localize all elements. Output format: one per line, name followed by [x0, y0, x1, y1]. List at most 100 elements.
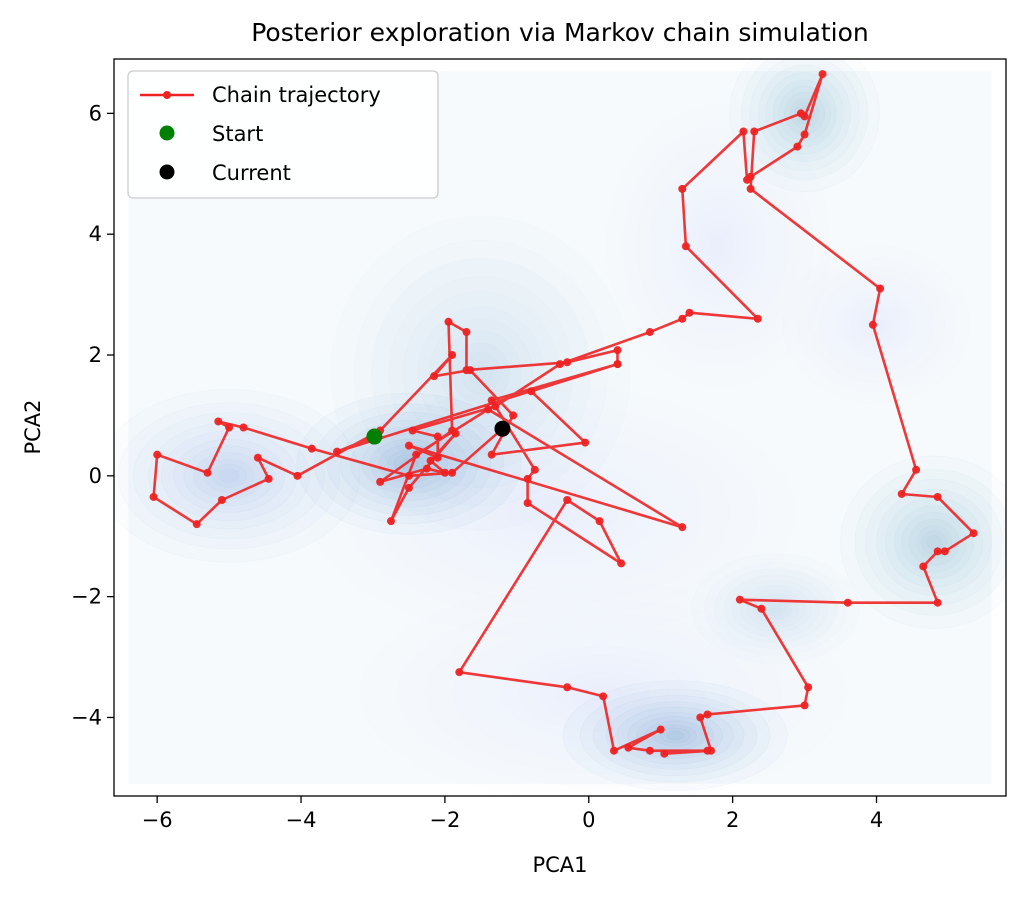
- current-marker: [494, 420, 511, 437]
- trajectory-point: [563, 683, 572, 692]
- density-contour: [901, 512, 967, 573]
- density-contour: [326, 411, 492, 516]
- density-contour: [296, 392, 522, 535]
- trajectory-point: [433, 453, 442, 462]
- trajectory-point: [455, 668, 464, 677]
- trajectory-point: [818, 70, 827, 79]
- trajectory-point: [933, 547, 942, 556]
- trajectory-point: [440, 468, 449, 477]
- density-contour: [710, 235, 727, 257]
- density-contour: [659, 727, 691, 744]
- density-contour: [635, 716, 715, 755]
- trajectory-point: [660, 749, 669, 758]
- legend-label-trajectory: Chain trajectory: [212, 83, 381, 107]
- trajectory-point: [487, 450, 496, 459]
- density-contour: [313, 403, 505, 524]
- density-contour: [339, 419, 479, 508]
- trajectory-point: [696, 713, 705, 722]
- density-contour: [894, 505, 974, 580]
- trajectory-point: [448, 351, 457, 360]
- density-contour: [915, 525, 953, 560]
- trajectory-point: [530, 465, 539, 474]
- y-tick-label: 6: [89, 101, 102, 125]
- density-contour: [865, 478, 1003, 606]
- trajectory-point: [645, 746, 654, 755]
- density-contour: [219, 469, 239, 482]
- trajectory-point: [757, 604, 766, 613]
- trajectory-point: [523, 474, 532, 483]
- density-contour: [778, 85, 831, 141]
- density-contour: [616, 706, 734, 765]
- trajectory-point: [563, 495, 572, 504]
- trajectory-point: [253, 453, 262, 462]
- y-axis-ticks: −4 −2 0 2 4 6: [71, 101, 114, 729]
- trajectory-point: [333, 447, 341, 456]
- density-contour: [627, 712, 723, 760]
- density-contour: [926, 535, 942, 550]
- trajectory-point: [703, 710, 712, 719]
- legend-current-marker: [159, 164, 175, 180]
- trajectory-point: [613, 360, 622, 369]
- density-contour: [400, 458, 418, 470]
- trajectory-point: [293, 471, 302, 480]
- trajectory-point: [376, 477, 385, 486]
- trajectory-point: [422, 464, 431, 473]
- trajectory-point: [430, 372, 439, 381]
- legend-label-current: Current: [212, 161, 291, 185]
- trajectory-point: [656, 725, 665, 734]
- trajectory-point: [404, 471, 413, 480]
- x-axis-ticks: −6 −4 −2 0 2 4: [142, 796, 883, 832]
- trajectory-point: [192, 520, 201, 529]
- trajectory-point: [800, 701, 809, 710]
- trajectory-point: [969, 529, 978, 538]
- trajectory-point: [793, 142, 802, 151]
- start-current-markers: [366, 420, 511, 445]
- density-contour: [579, 688, 771, 783]
- trajectory-point: [933, 598, 942, 607]
- plot-frame: [113, 58, 1007, 797]
- trajectory-point: [868, 320, 877, 329]
- density-contour: [653, 724, 697, 747]
- start-marker: [366, 428, 383, 445]
- density-contour: [765, 72, 844, 155]
- trajectory-point: [940, 547, 949, 556]
- trajectory-point: [556, 360, 564, 369]
- trajectory-point: [746, 172, 755, 181]
- density-contour: [840, 455, 1006, 629]
- trajectory-point: [750, 127, 759, 136]
- y-axis-label: PCA2: [21, 399, 45, 454]
- trajectory-point: [678, 523, 687, 532]
- density-contour: [740, 59, 869, 181]
- trajectory-point: [735, 595, 744, 604]
- trajectory-point: [509, 411, 518, 420]
- y-tick-label: −4: [71, 705, 102, 729]
- trajectory-point: [484, 405, 493, 414]
- density-contour: [794, 102, 815, 125]
- y-tick-label: 4: [89, 222, 102, 246]
- density-contour: [758, 64, 851, 162]
- trajectory-point: [681, 242, 690, 251]
- x-axis-label: PCA1: [532, 853, 587, 877]
- trajectory-point: [225, 423, 234, 432]
- trajectory-point: [408, 426, 417, 435]
- density-contour: [666, 731, 685, 741]
- trajectory-point: [599, 692, 608, 701]
- trajectory-point: [214, 417, 223, 426]
- y-tick-label: 0: [89, 464, 102, 488]
- trajectory-point: [800, 130, 809, 139]
- trajectory-point: [153, 450, 162, 459]
- trajectory-point: [581, 438, 590, 447]
- x-tick-label: −4: [286, 808, 317, 832]
- trajectory-point: [466, 366, 475, 375]
- trajectory-point: [843, 598, 852, 607]
- density-contour: [772, 79, 837, 147]
- trajectory-point: [527, 387, 536, 396]
- trajectory-point: [412, 450, 421, 459]
- density-contour: [789, 97, 820, 129]
- trajectory-point: [613, 346, 622, 355]
- trajectory-point: [609, 746, 618, 755]
- trajectory-point: [386, 517, 395, 526]
- x-tick-label: 0: [582, 808, 595, 832]
- trajectory-point: [487, 396, 496, 405]
- trajectory-point: [746, 184, 755, 193]
